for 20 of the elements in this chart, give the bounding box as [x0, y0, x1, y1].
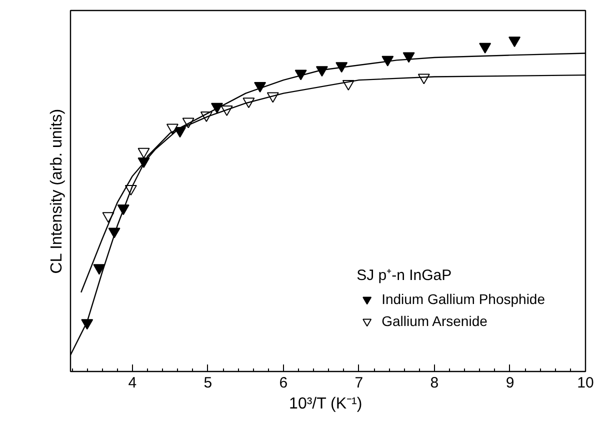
x-tick-label: 10 — [577, 374, 594, 392]
x-tick-label: 9 — [506, 374, 514, 392]
point — [479, 42, 492, 54]
x-tick-label: 6 — [279, 374, 288, 392]
point — [336, 62, 348, 73]
legend-label: Gallium Arsenide — [382, 313, 488, 329]
x-tick-label: 7 — [354, 374, 364, 392]
point — [402, 52, 415, 63]
point — [93, 264, 106, 275]
point — [508, 36, 521, 48]
point — [138, 148, 150, 158]
y-axis-title: CL Intensity (arb. units) — [48, 108, 66, 274]
point — [166, 124, 178, 134]
x-axis-title: 10³/T (K⁻¹) — [289, 396, 362, 412]
x-tick-label: 5 — [204, 374, 212, 392]
point — [254, 82, 266, 93]
x-tick-label: 4 — [128, 374, 137, 392]
x-tick-label: 8 — [430, 374, 439, 392]
legend-label: Indium Gallium Phosphide — [382, 291, 545, 307]
legend-title: SJ p⁺-n InGaP — [356, 266, 453, 284]
